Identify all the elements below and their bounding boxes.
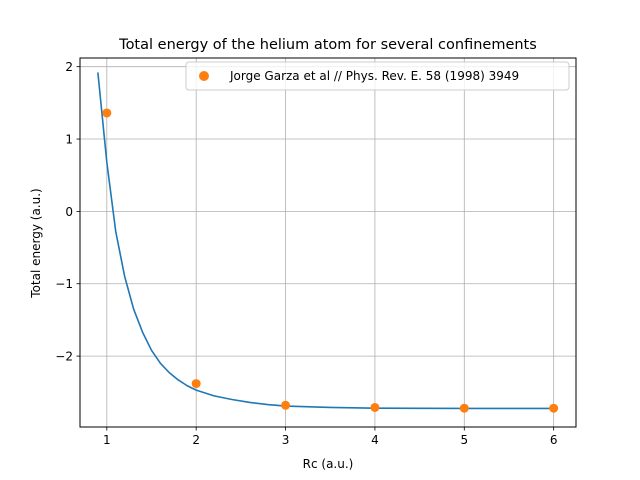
x-tick-label: 6 (550, 433, 558, 447)
line-series (97, 72, 554, 410)
point-series (102, 108, 559, 413)
data-point (370, 402, 380, 412)
x-axis-label: Rc (a.u.) (303, 457, 354, 471)
data-point (102, 108, 112, 118)
chart-title: Total energy of the helium atom for seve… (118, 37, 537, 53)
x-axis-ticks: 1 2 3 4 5 6 (103, 427, 557, 447)
data-point (281, 400, 291, 410)
x-tick-label: 1 (103, 433, 111, 447)
x-tick-label: 4 (371, 433, 379, 447)
data-point (549, 403, 559, 413)
data-point (191, 379, 201, 389)
data-point (459, 403, 469, 413)
y-axis-ticks: −2 −1 0 1 2 (55, 60, 80, 364)
x-tick-label: 3 (282, 433, 290, 447)
y-tick-label: 1 (65, 133, 73, 147)
energy-curve (97, 72, 554, 410)
y-tick-label: −2 (55, 350, 73, 364)
x-tick-label: 5 (460, 433, 468, 447)
legend: Jorge Garza et al // Phys. Rev. E. 58 (1… (185, 61, 570, 91)
y-tick-label: 0 (65, 205, 73, 219)
y-tick-label: 2 (65, 60, 73, 74)
x-tick-label: 2 (192, 433, 200, 447)
legend-box (185, 61, 570, 91)
y-axis-label: Total energy (a.u.) (29, 188, 43, 298)
legend-label: Jorge Garza et al // Phys. Rev. E. 58 (1… (229, 69, 519, 83)
plot-area-frame (79, 57, 577, 428)
legend-marker (199, 71, 209, 81)
y-tick-label: −1 (55, 277, 73, 291)
